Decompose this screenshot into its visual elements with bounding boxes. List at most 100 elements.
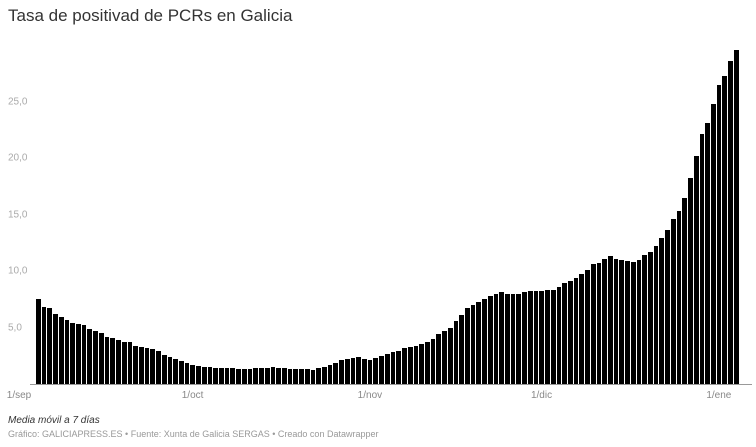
- bar: [110, 337, 116, 384]
- bar: [299, 369, 304, 384]
- bar: [367, 360, 373, 384]
- bar: [104, 336, 110, 384]
- bar: [493, 293, 499, 384]
- bar: [402, 347, 407, 384]
- bar: [579, 274, 585, 384]
- bar: [705, 122, 710, 384]
- bar: [636, 259, 642, 384]
- bar: [516, 293, 522, 384]
- x-axis-baseline: [30, 384, 752, 385]
- bar: [70, 322, 76, 384]
- bar: [201, 367, 207, 384]
- bar: [527, 291, 533, 384]
- bar: [676, 211, 682, 384]
- bar: [76, 324, 81, 384]
- bar: [539, 291, 545, 384]
- bar: [316, 368, 321, 384]
- bar: [384, 353, 390, 384]
- bar: [150, 348, 156, 384]
- bar: [407, 346, 413, 384]
- y-tick-label: 5,0: [8, 322, 22, 333]
- bar: [613, 258, 619, 384]
- bar: [64, 319, 70, 384]
- bar: [482, 299, 487, 384]
- bar: [116, 339, 121, 384]
- bar: [379, 355, 384, 384]
- bar: [499, 292, 505, 384]
- bar: [156, 351, 161, 384]
- bar: [230, 368, 236, 384]
- bar-series: [36, 0, 752, 384]
- bar: [453, 320, 459, 384]
- bar: [253, 368, 259, 384]
- bar: [36, 299, 41, 384]
- bar: [567, 281, 573, 384]
- bar: [710, 103, 716, 384]
- bar: [396, 351, 402, 384]
- bar: [276, 368, 281, 384]
- bar: [173, 359, 178, 384]
- bar: [236, 369, 241, 384]
- bar: [47, 308, 53, 384]
- bar: [270, 367, 276, 384]
- bar: [733, 49, 739, 384]
- bar: [281, 368, 287, 384]
- bar: [693, 155, 699, 384]
- bar: [241, 369, 247, 384]
- bar: [81, 325, 87, 384]
- bar: [167, 356, 173, 384]
- bar: [642, 255, 648, 384]
- chart-source: Gráfico: GALICIAPRESS.ES • Fuente: Xunta…: [8, 429, 379, 439]
- y-tick-label: 25,0: [8, 96, 28, 107]
- bar: [87, 328, 93, 384]
- bar: [93, 330, 98, 384]
- bar: [608, 256, 613, 384]
- bar: [459, 315, 464, 384]
- bar: [510, 293, 516, 384]
- bar: [413, 345, 419, 384]
- bar: [133, 345, 138, 384]
- bar: [424, 342, 430, 384]
- bar: [722, 75, 728, 384]
- bar: [310, 370, 316, 384]
- bar: [259, 368, 264, 384]
- bar: [550, 290, 556, 384]
- bar: [436, 334, 442, 384]
- x-tick-label: 1/oct: [181, 390, 204, 401]
- bar: [179, 361, 184, 384]
- bar: [602, 258, 607, 384]
- bar: [596, 263, 602, 384]
- bar: [53, 313, 58, 384]
- bar: [373, 358, 379, 384]
- bar: [304, 369, 310, 384]
- bar: [465, 308, 470, 384]
- x-tick-label: 1/dic: [530, 390, 553, 401]
- bar: [213, 368, 219, 384]
- bar: [362, 359, 367, 384]
- bar: [190, 364, 196, 384]
- bar: [442, 330, 447, 384]
- chart-title: Tasa de positivad de PCRs en Galicia: [8, 6, 293, 25]
- bar: [356, 356, 362, 384]
- bar: [339, 360, 344, 384]
- bar: [728, 60, 733, 384]
- bar: [196, 365, 201, 384]
- bar: [98, 333, 104, 384]
- bar: [430, 338, 436, 384]
- bar: [224, 368, 230, 384]
- bar: [533, 291, 539, 384]
- bar: [127, 342, 133, 384]
- bar: [144, 347, 150, 384]
- bar: [344, 359, 350, 384]
- y-tick-label: 20,0: [8, 152, 28, 164]
- bar: [505, 293, 510, 384]
- bar: [625, 260, 630, 384]
- bar: [247, 369, 253, 384]
- bar: [333, 362, 339, 384]
- bar: [476, 301, 482, 384]
- bar: [556, 286, 562, 384]
- bar: [161, 354, 167, 384]
- bar: [264, 368, 270, 384]
- x-tick-label: 1/ene: [706, 390, 732, 401]
